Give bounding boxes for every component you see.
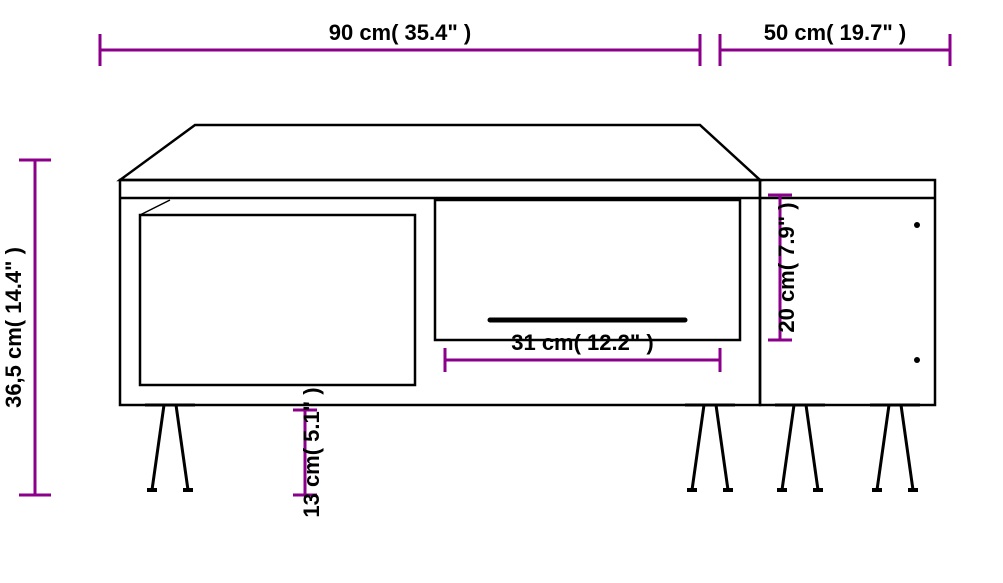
open-shelf (140, 215, 415, 385)
leg-side-front (775, 405, 825, 490)
leg-front-right (685, 405, 735, 490)
dim-leg-height-label: 13 cm( 5.1" ) (299, 387, 324, 517)
dim-drawer-height: 20 cm( 7.9" ) (768, 195, 799, 340)
shelf-depth-hint (140, 200, 170, 215)
fixing-dot (914, 222, 920, 228)
dim-leg-height: 13 cm( 5.1" ) (293, 387, 324, 517)
dim-height-label: 36,5 cm( 14.4" ) (1, 247, 26, 408)
dim-drawer-width-label: 31 cm( 12.2" ) (511, 330, 654, 355)
dim-depth-label: 50 cm( 19.7" ) (764, 20, 907, 45)
dim-drawer-width: 31 cm( 12.2" ) (445, 330, 720, 372)
leg-front-left (145, 405, 195, 490)
dim-width: 90 cm( 35.4" ) (100, 20, 700, 66)
leg-side-back (870, 405, 920, 490)
dim-height: 36,5 cm( 14.4" ) (1, 160, 51, 495)
dim-depth: 50 cm( 19.7" ) (720, 20, 950, 66)
dim-drawer-height-label: 20 cm( 7.9" ) (774, 202, 799, 332)
fixing-dot (914, 357, 920, 363)
table-top-panel (120, 125, 760, 180)
dim-width-label: 90 cm( 35.4" ) (329, 20, 472, 45)
